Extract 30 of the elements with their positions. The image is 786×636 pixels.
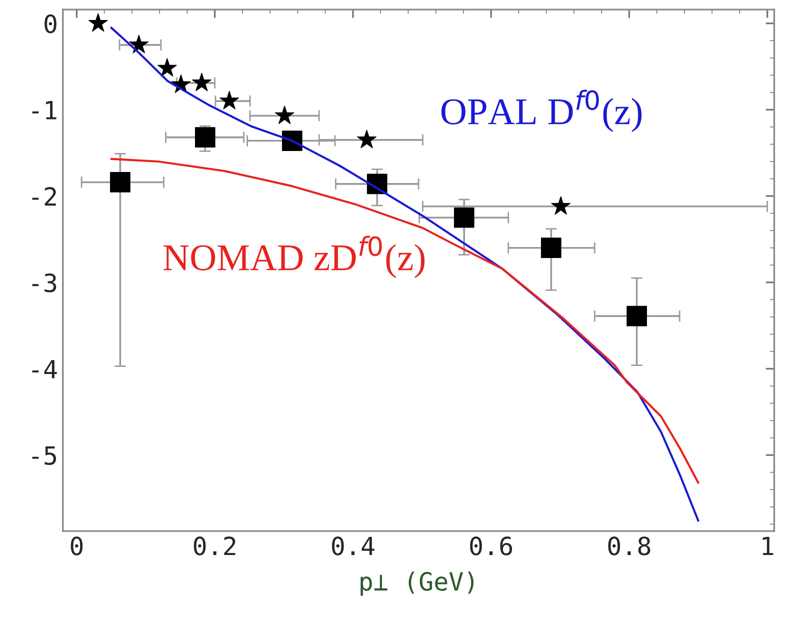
- point: [157, 58, 177, 77]
- point: [220, 90, 240, 110]
- y-tick-label: -5: [32, 446, 56, 465]
- series-label: NOMAD zD$^{f0}$(z): [164, 236, 425, 278]
- line-series: [110, 158, 700, 484]
- x-tick-label: 0.6: [470, 536, 512, 556]
- x-tick-label: 1: [762, 536, 774, 556]
- x-tick-label: 0: [70, 536, 83, 556]
- y-tick-label: -4: [32, 360, 57, 378]
- y-tick-label: 0: [44, 14, 56, 34]
- point: [88, 13, 108, 32]
- line-series: [110, 26, 700, 522]
- point: [454, 207, 474, 228]
- point: [540, 238, 562, 258]
- y-tick-label: -3: [32, 273, 56, 292]
- y-tick-label: -2: [32, 187, 56, 206]
- point: [357, 130, 376, 148]
- point: [192, 72, 212, 92]
- point: [551, 196, 570, 215]
- point: [626, 306, 647, 326]
- point: [129, 34, 149, 54]
- point: [194, 127, 216, 148]
- point: [274, 106, 294, 124]
- x-tick-label: 0.4: [332, 536, 374, 556]
- x-tick-label: 0.8: [608, 536, 650, 556]
- x-axis-title: p⊥ (GeV): [360, 572, 474, 596]
- x-tick-label: 0.2: [194, 536, 236, 556]
- point: [110, 172, 130, 192]
- y-tick-label: -1: [32, 101, 56, 120]
- text: OPAL D$^{f0}$(z): [441, 90, 642, 132]
